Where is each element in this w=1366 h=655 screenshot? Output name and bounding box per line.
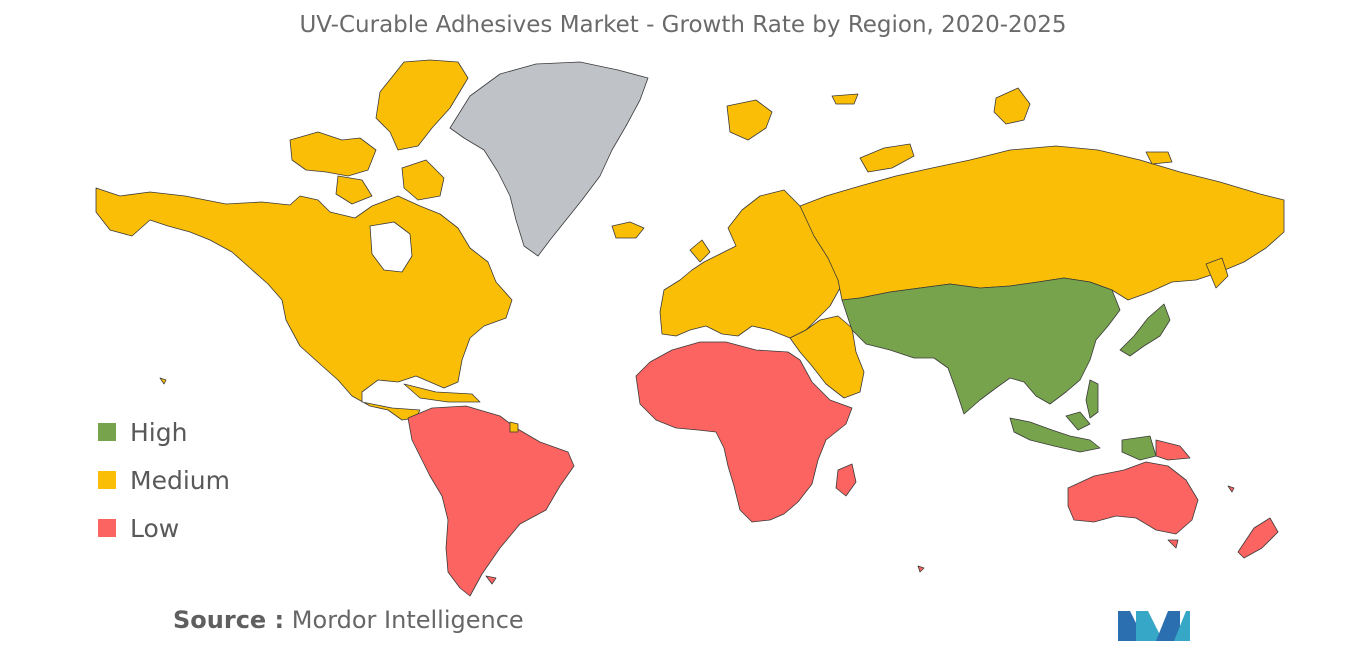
region-australia <box>1067 461 1199 535</box>
legend-label-low: Low <box>130 513 180 543</box>
legend-swatch-low <box>98 519 116 537</box>
legend-label-medium: Medium <box>130 465 230 495</box>
legend-swatch-medium <box>98 471 116 489</box>
region-asia-pacific <box>841 277 1121 415</box>
source-text: Mordor Intelligence <box>291 606 524 634</box>
region-greenland <box>449 61 649 257</box>
source-line: Source : Mordor Intelligence <box>173 606 524 634</box>
source-label: Source : <box>173 606 285 634</box>
hudson-bay <box>369 221 413 273</box>
legend: High Medium Low <box>98 408 230 552</box>
legend-item-low: Low <box>98 504 230 552</box>
chart-title: UV-Curable Adhesives Market - Growth Rat… <box>299 12 1067 38</box>
legend-swatch-high <box>98 423 116 441</box>
mordor-logo-icon <box>1118 611 1190 641</box>
legend-label-high: High <box>130 417 188 447</box>
region-south-america <box>407 405 575 597</box>
region-north-america <box>95 187 513 421</box>
legend-item-high: High <box>98 408 230 456</box>
legend-item-medium: Medium <box>98 456 230 504</box>
region-africa <box>635 341 853 523</box>
region-canada-arctic <box>375 59 469 151</box>
region-middle-east <box>789 315 865 399</box>
